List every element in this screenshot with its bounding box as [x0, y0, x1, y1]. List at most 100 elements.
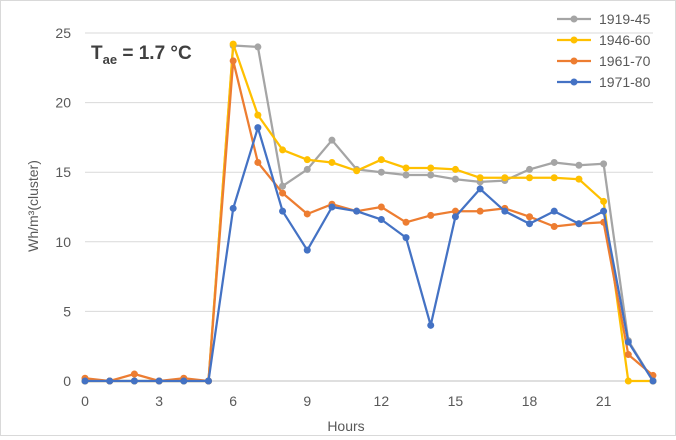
data-point	[130, 377, 138, 385]
data-point	[402, 218, 410, 226]
x-tick-label: 21	[596, 393, 612, 409]
legend-label: 1919-45	[599, 11, 651, 27]
data-point	[279, 189, 287, 197]
data-point	[204, 377, 212, 385]
y-tick-label: 0	[63, 373, 71, 389]
y-tick-label: 20	[55, 95, 71, 111]
legend: 1919-45 1946-60 1961-70 1971-80	[557, 11, 651, 90]
legend-label: 1961-70	[599, 53, 651, 69]
data-point	[550, 174, 558, 182]
legend-label: 1946-60	[599, 32, 651, 48]
data-point	[600, 160, 608, 168]
data-point	[476, 185, 484, 193]
data-point	[254, 158, 262, 166]
data-point	[427, 321, 435, 329]
x-tick-label: 12	[374, 393, 390, 409]
series-1971-80	[81, 124, 657, 385]
series-1946-60	[81, 40, 657, 385]
data-point	[254, 43, 262, 51]
annotation-rest: = 1.7 °C	[117, 43, 192, 64]
data-point	[328, 158, 336, 166]
data-point	[279, 207, 287, 215]
temperature-annotation: Tae = 1.7 °C	[91, 43, 192, 67]
data-point	[353, 167, 361, 175]
data-point	[155, 377, 163, 385]
data-point	[427, 164, 435, 172]
data-point	[229, 57, 237, 65]
annotation-subscript: ae	[103, 52, 117, 67]
series-line	[85, 42, 653, 383]
data-point	[526, 220, 534, 228]
x-tick-label: 0	[81, 393, 89, 409]
series-1919-45	[81, 42, 657, 385]
x-tick-label: 18	[522, 393, 538, 409]
data-point	[402, 164, 410, 172]
x-tick-label: 3	[155, 393, 163, 409]
legend-item: 1971-80	[557, 74, 651, 90]
legend-swatch-marker	[570, 78, 578, 86]
data-point	[451, 207, 459, 215]
data-point	[81, 377, 89, 385]
x-tick-label: 15	[448, 393, 464, 409]
data-point	[229, 40, 237, 48]
data-point	[476, 207, 484, 215]
data-point	[526, 174, 534, 182]
legend-swatch-marker	[570, 36, 578, 44]
data-point	[600, 207, 608, 215]
series-line	[85, 126, 654, 383]
data-point	[254, 111, 262, 119]
x-axis-label: Hours	[327, 418, 364, 434]
data-point	[377, 203, 385, 211]
data-point	[377, 168, 385, 176]
series-line	[84, 59, 654, 383]
gridlines	[85, 32, 653, 312]
legend-swatch-marker	[570, 57, 578, 65]
x-tick-label: 9	[303, 393, 311, 409]
data-point	[377, 156, 385, 164]
data-point	[254, 124, 262, 132]
data-point	[303, 165, 311, 173]
data-point	[526, 165, 534, 173]
data-point	[501, 174, 509, 182]
legend-item: 1946-60	[557, 32, 651, 48]
series-line	[85, 44, 654, 383]
series-layer	[81, 40, 657, 385]
series-1961-70	[81, 57, 657, 385]
data-point	[501, 207, 509, 215]
data-point	[303, 246, 311, 254]
data-point	[575, 220, 583, 228]
data-point	[279, 182, 287, 190]
data-point	[377, 216, 385, 224]
annotation-symbol: T	[91, 43, 103, 64]
x-tick-label: 6	[229, 393, 237, 409]
data-point	[526, 213, 534, 221]
data-point	[130, 370, 138, 378]
y-tick-label: 5	[63, 303, 71, 319]
data-point	[451, 213, 459, 221]
data-point	[106, 377, 114, 385]
data-point	[575, 175, 583, 183]
data-point	[402, 171, 410, 179]
data-point	[229, 204, 237, 212]
data-point	[451, 165, 459, 173]
data-point	[328, 136, 336, 144]
legend-item: 1961-70	[557, 53, 651, 69]
data-point	[427, 211, 435, 219]
data-point	[624, 351, 632, 359]
data-point	[600, 197, 608, 205]
data-point	[427, 171, 435, 179]
y-axis-label: Wh/m³(cluster)	[25, 160, 41, 252]
data-point	[649, 377, 657, 385]
data-point	[328, 203, 336, 211]
y-tick-label: 10	[55, 234, 71, 250]
data-point	[550, 222, 558, 230]
legend-swatch-marker	[570, 15, 578, 23]
data-point	[550, 207, 558, 215]
data-point	[353, 207, 361, 215]
y-tick-label: 25	[55, 25, 71, 41]
data-point	[303, 156, 311, 164]
data-point	[303, 210, 311, 218]
y-tick-label: 15	[55, 164, 71, 180]
